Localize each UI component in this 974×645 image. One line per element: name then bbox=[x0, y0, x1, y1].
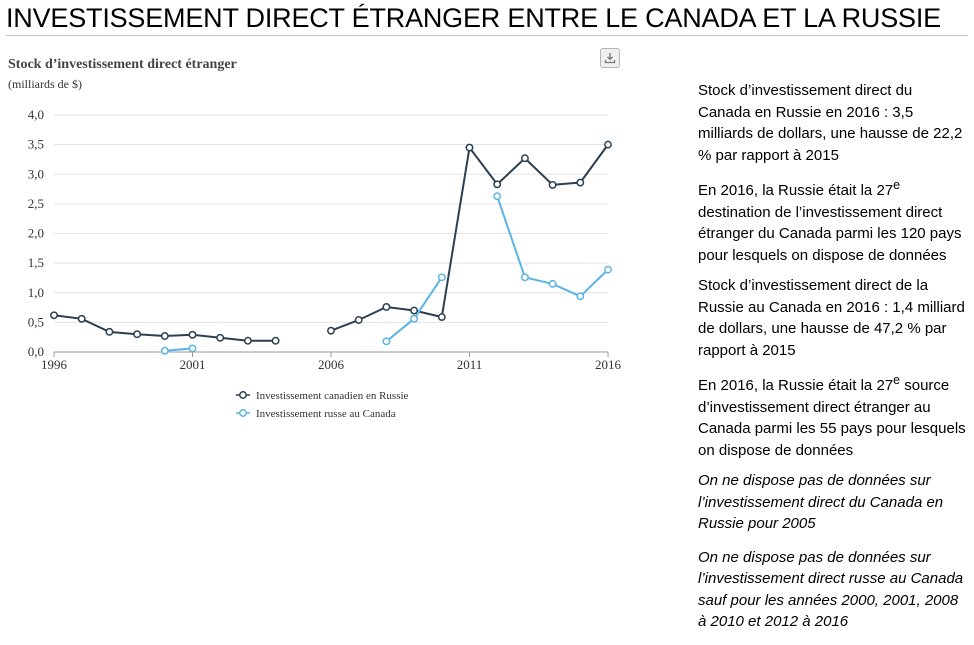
data-point-canada bbox=[77, 314, 86, 323]
data-point-canada bbox=[105, 327, 114, 336]
rank-text-start: En 2016, la Russie était la 27 bbox=[698, 377, 894, 394]
side-panel: Stock d’investissement direct du Canada … bbox=[698, 80, 968, 645]
y-tick-label: 1,0 bbox=[28, 285, 44, 300]
data-point-russia bbox=[604, 265, 612, 274]
y-tick-label: 3,0 bbox=[28, 166, 44, 181]
y-tick-label: 4,0 bbox=[28, 107, 44, 122]
russia-source-rank-text: En 2016, la Russie était la 27e source d… bbox=[698, 370, 968, 461]
y-tick-label: 0,5 bbox=[28, 314, 44, 329]
rank-text-end: source d’investissement direct étranger … bbox=[698, 377, 966, 459]
x-tick-label: 2006 bbox=[318, 357, 345, 372]
data-point-canada bbox=[493, 180, 502, 189]
line-chart: 0,0 0,5 1,0 1,5 2,0 2,5 3,0 3,5 4,0 1996 2001 2006 2… bbox=[28, 107, 622, 420]
page-title: INVESTISSEMENT DIRECT ÉTRANGER ENTRE LE … bbox=[6, 2, 968, 36]
data-point-russia bbox=[520, 273, 529, 282]
legend-label-canada: Investissement canadien en Russie bbox=[256, 390, 409, 402]
legend-label-russia: Investissement russe au Canada bbox=[256, 408, 396, 420]
data-point-canada bbox=[327, 326, 335, 335]
y-tick-label: 2,5 bbox=[28, 196, 44, 211]
x-tick-label: 2011 bbox=[457, 357, 483, 372]
data-point-russia bbox=[188, 344, 197, 353]
series-line-canada bbox=[330, 144, 609, 332]
data-point-canada bbox=[271, 336, 280, 345]
data-point-russia bbox=[410, 314, 419, 323]
y-tick-label: 3,5 bbox=[28, 137, 44, 152]
y-tick-label: 1,5 bbox=[28, 255, 44, 270]
series-line-russia bbox=[164, 347, 193, 352]
data-point-canada bbox=[160, 332, 169, 340]
y-tick-label: 2,0 bbox=[28, 226, 44, 241]
data-point-canada bbox=[465, 143, 474, 152]
x-tick-label: 2001 bbox=[180, 357, 206, 372]
chart-title: Stock d’investissement direct étranger bbox=[8, 57, 237, 72]
data-point-canada bbox=[576, 178, 585, 187]
data-note-russia: On ne dispose pas de données sur l’inves… bbox=[698, 548, 964, 631]
data-point-canada bbox=[520, 154, 529, 163]
data-point-canada bbox=[548, 180, 557, 189]
chart-subtitle: (milliards de $) bbox=[8, 77, 82, 91]
data-point-canada bbox=[50, 311, 58, 320]
data-point-canada bbox=[604, 140, 612, 149]
data-point-russia bbox=[382, 337, 391, 346]
rank-text-end: destination de l’investissement direct é… bbox=[698, 203, 962, 264]
download-button[interactable] bbox=[600, 48, 620, 68]
data-point-canada bbox=[354, 316, 363, 324]
data-point-canada bbox=[382, 303, 391, 311]
data-point-canada bbox=[243, 336, 252, 345]
y-tick-label: 0,0 bbox=[28, 344, 44, 359]
data-note-canada: On ne dispose pas de données sur l’inves… bbox=[698, 472, 944, 532]
data-point-canada bbox=[437, 313, 446, 321]
download-icon bbox=[604, 53, 616, 64]
data-point-canada bbox=[133, 330, 142, 339]
rank-superscript: e bbox=[893, 373, 901, 387]
russia-stock-text: Stock d’investissement direct de la Russ… bbox=[698, 277, 965, 359]
legend-marker-russia bbox=[239, 409, 247, 417]
data-point-canada bbox=[188, 330, 197, 339]
russia-destination-rank-text: En 2016, la Russie était la 27e destinat… bbox=[698, 175, 968, 266]
x-tick-label: 2016 bbox=[595, 357, 622, 372]
canada-stock-text: Stock d’investissement direct du Canada … bbox=[698, 82, 963, 164]
data-point-canada bbox=[410, 306, 419, 315]
data-point-russia bbox=[548, 279, 557, 288]
rank-text-start: En 2016, la Russie était la 27 bbox=[698, 182, 894, 199]
data-point-russia bbox=[493, 192, 502, 201]
data-point-russia bbox=[160, 346, 169, 355]
data-point-canada bbox=[216, 333, 225, 342]
data-point-russia bbox=[576, 292, 585, 301]
legend-marker-canada bbox=[239, 391, 247, 399]
data-point-russia bbox=[437, 273, 446, 282]
rank-superscript: e bbox=[893, 178, 901, 192]
x-tick-label: 1996 bbox=[41, 357, 68, 372]
